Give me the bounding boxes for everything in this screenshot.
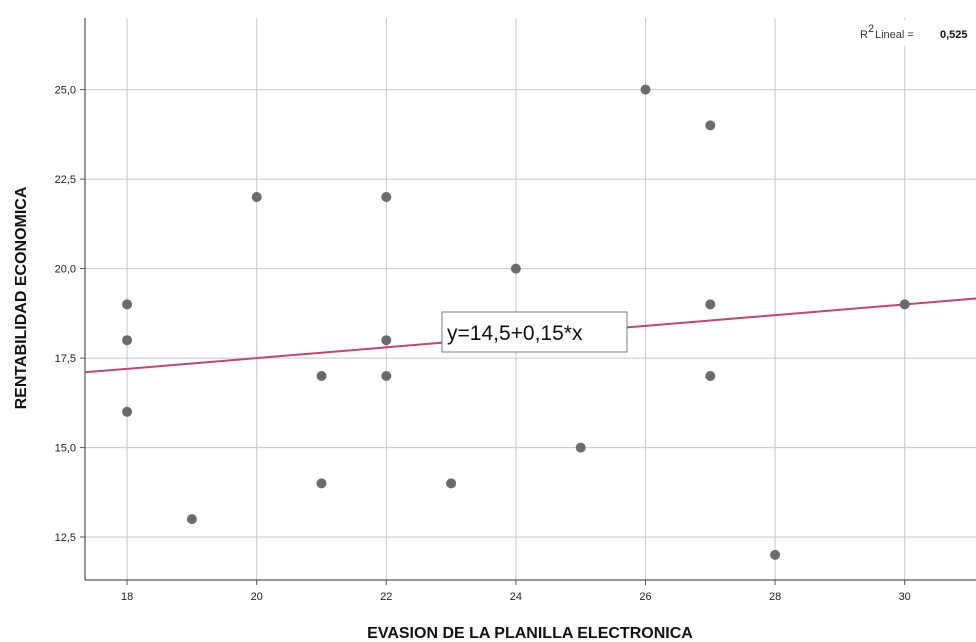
data-point [705, 120, 716, 131]
data-point [510, 263, 521, 274]
x-tick-label: 22 [380, 591, 392, 603]
r-squared-box [852, 20, 976, 46]
equation-box [441, 311, 628, 353]
data-point [316, 371, 327, 381]
r-squared-text: Lineal = [875, 29, 917, 41]
axes [84, 18, 976, 581]
x-tick-label: 24 [510, 591, 522, 603]
data-point [186, 514, 197, 525]
data-point [640, 84, 651, 95]
y-tick-label: 20,0 [55, 264, 76, 276]
x-tick-label: 18 [121, 591, 133, 603]
r-squared-value: 0,525 [940, 29, 968, 41]
equation-text: y=14,5+0,15*x [447, 322, 583, 345]
r-squared-r: R [860, 29, 868, 41]
y-tick-label: 22,5 [55, 174, 76, 186]
x-tick-label: 20 [251, 591, 263, 603]
data-point [122, 406, 133, 417]
y-tick-label: 25,0 [55, 85, 76, 97]
grid-lines [85, 18, 976, 580]
data-point [251, 192, 262, 202]
x-tick-labels: 18 20 22 24 26 28 30 [121, 580, 911, 603]
y-tick-labels: 12,5 15,0 17,5 20,0 22,5 25,0 [55, 85, 85, 544]
r-squared-label: R 2 Lineal = 0,525 [852, 20, 976, 46]
r-squared-superscript: 2 [868, 23, 874, 35]
data-point [575, 442, 586, 453]
x-tick-label: 30 [899, 591, 911, 603]
x-tick-label: 28 [769, 591, 781, 603]
data-point [381, 192, 392, 202]
data-point [381, 335, 392, 346]
data-point [122, 335, 133, 346]
y-tick-label: 17,5 [55, 353, 76, 365]
data-point [899, 299, 910, 310]
data-point [122, 299, 133, 310]
equation-label: y=14,5+0,15*x [441, 311, 628, 353]
y-tick-label: 15,0 [55, 443, 76, 455]
y-axis-title: RENTABILIDAD ECONOMICA [13, 186, 30, 409]
data-point [705, 371, 716, 381]
data-point [316, 478, 327, 489]
y-tick-label: 12,5 [55, 532, 76, 544]
data-point [381, 371, 392, 381]
data-point [770, 549, 781, 560]
x-tick-label: 26 [639, 591, 651, 603]
x-axis-title: EVASION DE LA PLANILLA ELECTRONICA [367, 625, 693, 642]
data-point [705, 299, 716, 310]
data-points [122, 84, 910, 560]
data-point [446, 478, 457, 489]
